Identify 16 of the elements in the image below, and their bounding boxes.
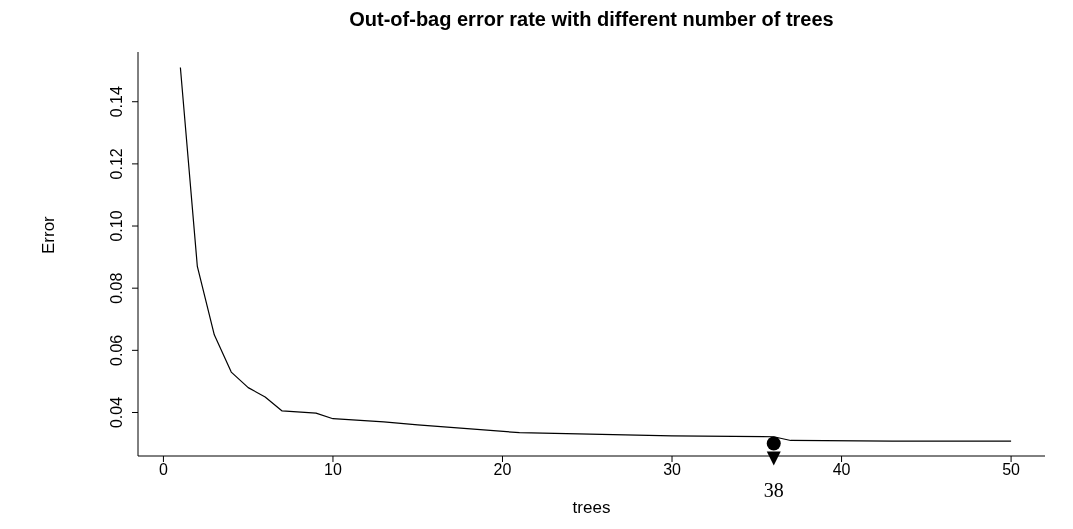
y-tick-label: 0.08: [108, 272, 125, 304]
annotation: 38: [763, 478, 784, 501]
x-tick-label: 50: [1002, 461, 1021, 479]
y-tick-label: 0.12: [108, 148, 125, 180]
y-axis-title: Error: [39, 215, 59, 254]
y-tick-label: 0.06: [108, 334, 125, 366]
x-tick-label: 30: [663, 461, 682, 479]
y-tick-label: 0.10: [108, 210, 125, 242]
chart-title: Out-of-bag error rate with different number of trees: [348, 8, 835, 32]
x-tick-label: 40: [832, 461, 851, 479]
x-tick-label: 10: [324, 461, 342, 479]
x-tick-label: 20: [493, 461, 512, 479]
y-tick-label: 0.04: [108, 396, 125, 429]
x-axis-title: trees: [572, 498, 611, 517]
x-tick-label: 0: [158, 461, 168, 479]
y-tick-label: 0.14: [108, 86, 125, 118]
